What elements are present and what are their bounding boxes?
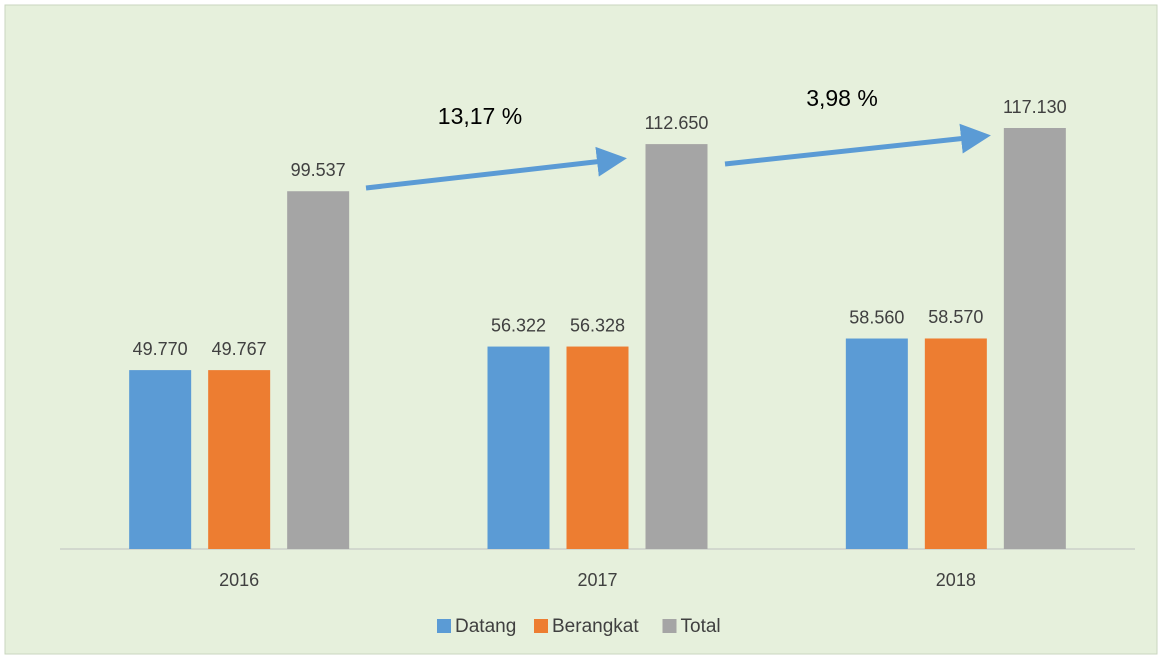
legend-swatch [662,619,677,633]
bar [287,191,350,549]
legend-label: Datang [455,616,516,637]
bar [208,370,271,549]
growth-arrow [724,123,991,167]
bar [924,338,987,549]
bar [645,144,708,549]
x-tick-label: 2018 [936,570,976,590]
data-label: 56.322 [491,315,546,335]
legend-label: Total [681,616,721,637]
bar [129,370,192,549]
data-label: 117.130 [1003,97,1067,117]
x-tick-label: 2017 [577,570,617,590]
legend-swatch [437,619,451,633]
bar [487,346,550,549]
data-label: 49.767 [212,339,267,359]
data-label: 56.328 [570,315,625,335]
data-label: 58.560 [849,307,904,327]
x-tick-label: 2016 [219,570,259,590]
legend-label: Berangkat [552,616,639,637]
annotation: 13,17 % [438,103,522,129]
data-label: 112.650 [645,113,709,133]
bar [566,346,629,549]
data-label: 49.770 [133,339,188,359]
data-label: 99.537 [291,160,346,180]
bar [1003,128,1066,549]
bar [845,338,908,549]
legend-swatch [534,619,548,633]
growth-arrow [365,146,627,191]
annotation: 3,98 % [806,85,878,111]
data-label: 58.570 [928,307,983,327]
